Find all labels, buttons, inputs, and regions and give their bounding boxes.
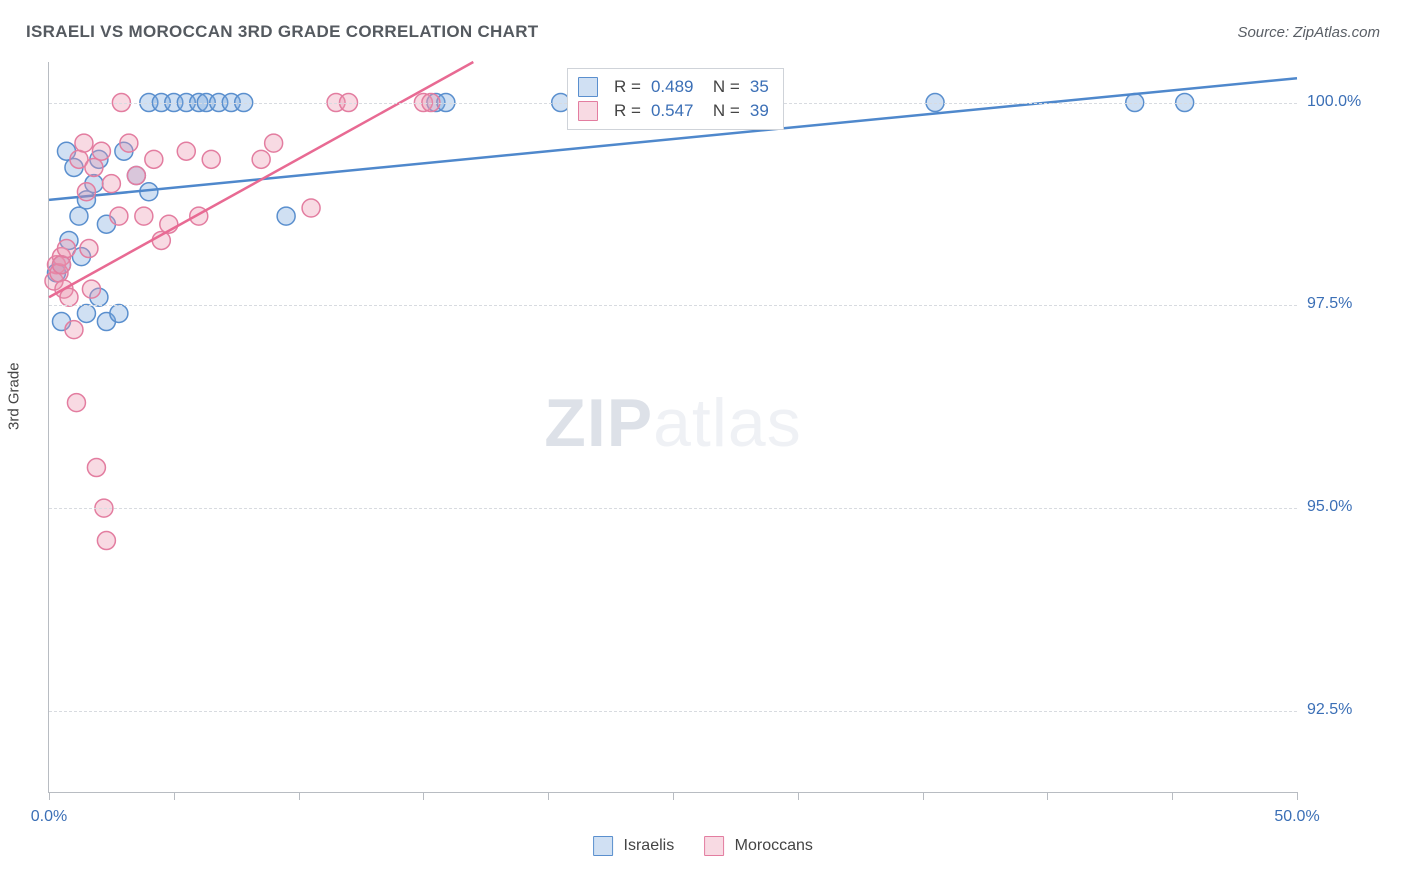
data-point <box>77 304 95 322</box>
stat-r-israelis: 0.489 <box>651 77 694 97</box>
data-point <box>67 394 85 412</box>
data-point <box>102 175 120 193</box>
legend-item-israelis: Israelis <box>593 836 674 856</box>
xtick <box>548 792 549 800</box>
xtick <box>1047 792 1048 800</box>
xtick-label: 50.0% <box>1274 808 1319 826</box>
data-point <box>80 240 98 258</box>
data-point <box>57 240 75 258</box>
xtick <box>923 792 924 800</box>
bottom-legend: Israelis Moroccans <box>593 836 813 856</box>
ytick-label: 95.0% <box>1307 498 1387 516</box>
data-point <box>265 134 283 152</box>
xtick <box>1297 792 1298 800</box>
data-point <box>277 207 295 225</box>
legend-item-moroccans: Moroccans <box>704 836 813 856</box>
ytick-label: 92.5% <box>1307 701 1387 719</box>
xtick <box>174 792 175 800</box>
data-point <box>77 183 95 201</box>
data-point <box>127 167 145 185</box>
data-point <box>87 459 105 477</box>
gridline <box>49 305 1297 306</box>
chart-source: Source: ZipAtlas.com <box>1237 24 1380 41</box>
xtick <box>299 792 300 800</box>
data-point <box>82 280 100 298</box>
data-point <box>52 256 70 274</box>
stat-r-label: R = <box>614 77 641 97</box>
swatch-moroccans <box>578 101 598 121</box>
chart-header: ISRAELI VS MOROCCAN 3RD GRADE CORRELATIO… <box>26 22 1380 42</box>
xtick <box>798 792 799 800</box>
data-point <box>145 150 163 168</box>
swatch-israelis-icon <box>593 836 613 856</box>
data-point <box>65 321 83 339</box>
data-point <box>177 142 195 160</box>
stats-legend-box: R = 0.489 N = 35 R = 0.547 N = 39 <box>567 68 784 130</box>
ytick-label: 97.5% <box>1307 295 1387 313</box>
data-point <box>120 134 138 152</box>
stat-n-israelis: 35 <box>750 77 769 97</box>
data-point <box>75 134 93 152</box>
data-point <box>110 207 128 225</box>
legend-label-moroccans: Moroccans <box>735 837 813 854</box>
ytick-label: 100.0% <box>1307 93 1387 111</box>
legend-label-israelis: Israelis <box>624 837 675 854</box>
stats-row-israelis: R = 0.489 N = 35 <box>578 75 769 99</box>
stats-row-moroccans: R = 0.547 N = 39 <box>578 99 769 123</box>
data-point <box>110 304 128 322</box>
stat-r-moroccans: 0.547 <box>651 101 694 121</box>
data-point <box>202 150 220 168</box>
y-axis-label: 3rd Grade <box>6 362 23 430</box>
stat-n-moroccans: 39 <box>750 101 769 121</box>
stat-r-label: R = <box>614 101 641 121</box>
plot-area: ZIPatlas 92.5%95.0%97.5%100.0%0.0%50.0% <box>48 62 1297 793</box>
chart-svg <box>49 62 1297 792</box>
data-point <box>252 150 270 168</box>
data-point <box>92 142 110 160</box>
chart-title: ISRAELI VS MOROCCAN 3RD GRADE CORRELATIO… <box>26 22 538 42</box>
swatch-israelis <box>578 77 598 97</box>
xtick <box>673 792 674 800</box>
xtick <box>1172 792 1173 800</box>
data-point <box>97 532 115 550</box>
data-point <box>70 207 88 225</box>
gridline <box>49 711 1297 712</box>
swatch-moroccans-icon <box>704 836 724 856</box>
data-point <box>85 158 103 176</box>
gridline <box>49 508 1297 509</box>
data-point <box>135 207 153 225</box>
stat-n-label: N = <box>703 101 739 121</box>
xtick <box>49 792 50 800</box>
xtick-label: 0.0% <box>31 808 67 826</box>
xtick <box>423 792 424 800</box>
stat-n-label: N = <box>703 77 739 97</box>
data-point <box>302 199 320 217</box>
